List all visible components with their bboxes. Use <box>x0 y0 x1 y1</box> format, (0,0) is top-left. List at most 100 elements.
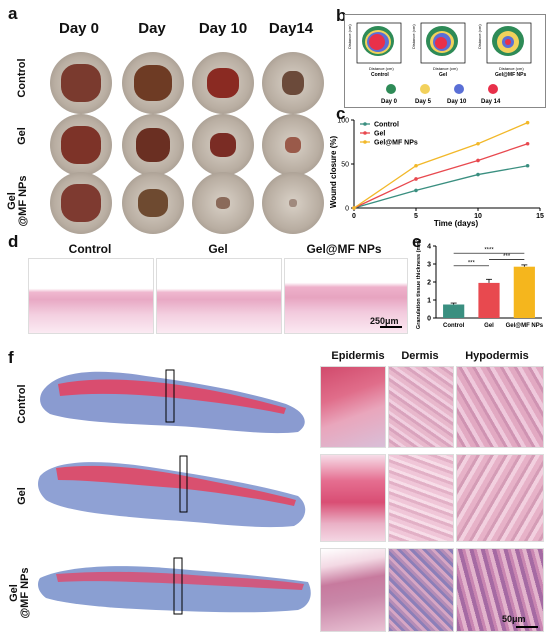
granulation-y-tick-label: 2 <box>427 280 431 287</box>
closure-legend-marker <box>363 140 367 144</box>
granulation-y-tick-label: 4 <box>427 244 431 251</box>
f-row-label-gel: Gel <box>16 487 28 505</box>
closure-point <box>476 158 480 163</box>
zoom-hypodermis-gel <box>456 454 544 542</box>
trace-xlabel-3: Distance (cm) <box>499 66 524 71</box>
closure-legend-label: Control <box>374 122 399 129</box>
scale-bar-label: 250μm <box>370 316 399 326</box>
closure-point <box>414 177 418 181</box>
wound-photo <box>192 172 254 234</box>
wound-trace-svg: Distance (cm) Distance (cm) Distance (cm… <box>347 22 532 105</box>
wound-photo <box>192 52 254 114</box>
closure-ylabel: Wound closure (%) <box>329 136 338 209</box>
closure-y-tick-label: 50 <box>341 162 349 169</box>
zoom-dermis-control <box>388 366 454 448</box>
trace-ylabel-2: Distance (cm) <box>411 24 416 49</box>
granulation-bar <box>443 304 465 318</box>
f-row-label-control: Control <box>16 384 28 424</box>
legend-day0: Day 0 <box>381 99 398 105</box>
zoom-epidermis-gel <box>320 454 386 542</box>
wound-photo <box>50 172 112 234</box>
legend-day14: Day 14 <box>481 99 501 105</box>
f-row-label-gelmf: Gel @MF NPs <box>8 567 31 619</box>
col-header-dermis: Dermis <box>401 350 439 362</box>
trace-group-gel: Gel <box>439 72 448 78</box>
he-section-control <box>28 258 154 334</box>
day-header-2: Day 10 <box>198 20 248 37</box>
panel-b-label: b <box>336 6 347 25</box>
closure-x-tick-label: 5 <box>414 213 418 220</box>
zoom-epidermis-control <box>320 366 386 448</box>
f-scale-bar-line <box>516 626 538 628</box>
wound-photo <box>262 52 324 114</box>
closure-point <box>476 172 480 177</box>
closure-y-tick-label: 100 <box>337 118 349 125</box>
row-label-gel-mf: Gel @MF NPs <box>6 175 29 227</box>
trace-group-control: Control <box>371 72 389 78</box>
closure-point <box>525 120 530 125</box>
wound-trace-panel: Distance (cm) Distance (cm) Distance (cm… <box>344 14 546 108</box>
closure-point <box>476 141 480 146</box>
closure-series-line <box>353 143 528 209</box>
panel-d-label: d <box>8 232 19 251</box>
masson-section-gel <box>38 455 306 528</box>
trace-xlabel-2: Distance (cm) <box>433 66 458 71</box>
col-header-epidermis: Epidermis <box>331 350 385 362</box>
granulation-category-label: Control <box>443 323 465 329</box>
significance-label: **** <box>484 248 494 254</box>
closure-x-tick-label: 15 <box>536 213 544 220</box>
closure-series-line <box>353 165 528 209</box>
granulation-category-label: Gel@MF NPs <box>506 323 544 329</box>
closure-series-line <box>353 122 528 209</box>
legend-day10: Day 10 <box>447 99 467 105</box>
closure-x-tick-label: 10 <box>474 213 482 220</box>
masson-section-control <box>40 369 305 434</box>
row-label-gel: Gel <box>16 127 28 145</box>
granulation-y-tick-label: 1 <box>427 298 431 305</box>
wound-photo <box>122 172 184 234</box>
f-scale-bar-label: 50μm <box>502 614 526 624</box>
wound-closure-chart: 0 50 100 0 5 10 15 Control Gel Gel@MF NPs Wound … <box>329 118 544 229</box>
granulation-y-tick-label: 3 <box>427 262 431 269</box>
granulation-category-label: Gel <box>484 323 494 329</box>
panel-a-label: a <box>8 4 18 23</box>
panel-c-label: c <box>336 104 346 123</box>
trace-xlabel-1: Distance (cm) <box>369 66 394 71</box>
masson-section-gelmf <box>38 557 311 615</box>
zoom-dermis-gel <box>388 454 454 542</box>
he-section-gel <box>156 258 282 334</box>
closure-point <box>414 163 418 168</box>
zoom-hypodermis-gelmf <box>456 548 544 632</box>
closure-legend-marker <box>363 122 367 126</box>
scale-bar-line <box>380 326 402 328</box>
day-header-1: Day <box>138 20 166 37</box>
closure-legend-label: Gel <box>374 131 385 138</box>
zoom-dermis-gelmf <box>388 548 454 632</box>
wound-photo <box>192 114 254 176</box>
trace-group-gelmf: Gel@MF NPs <box>495 72 526 78</box>
wound-photo <box>50 52 112 114</box>
day-header-0: Day 0 <box>58 20 100 37</box>
granulation-bar <box>513 266 535 318</box>
granulation-ylabel: Granulation tissue thickness (mm) <box>416 239 422 329</box>
closure-x-tick-label: 0 <box>352 213 356 220</box>
closure-point <box>525 163 530 168</box>
histo-header-gelmf: Gel@MF NPs <box>306 242 382 256</box>
he-section-gelmf <box>284 258 408 334</box>
closure-xlabel: Time (days) <box>434 219 479 228</box>
significance-label: *** <box>468 260 476 266</box>
closure-point <box>414 188 418 193</box>
wound-photo <box>122 114 184 176</box>
closure-point <box>352 206 356 210</box>
closure-point <box>525 141 530 146</box>
granulation-y-tick-label: 0 <box>427 316 431 323</box>
histo-header-gel: Gel <box>208 242 228 256</box>
legend-day5: Day 5 <box>415 99 432 105</box>
col-header-hypodermis: Hypodermis <box>465 350 529 362</box>
trace-ylabel-3: Distance (cm) <box>477 24 482 49</box>
zoom-hypodermis-control <box>456 366 544 448</box>
panel-e-label: e <box>412 232 422 251</box>
closure-legend-label: Gel@MF NPs <box>374 140 418 147</box>
closure-y-tick-label: 0 <box>345 206 349 213</box>
